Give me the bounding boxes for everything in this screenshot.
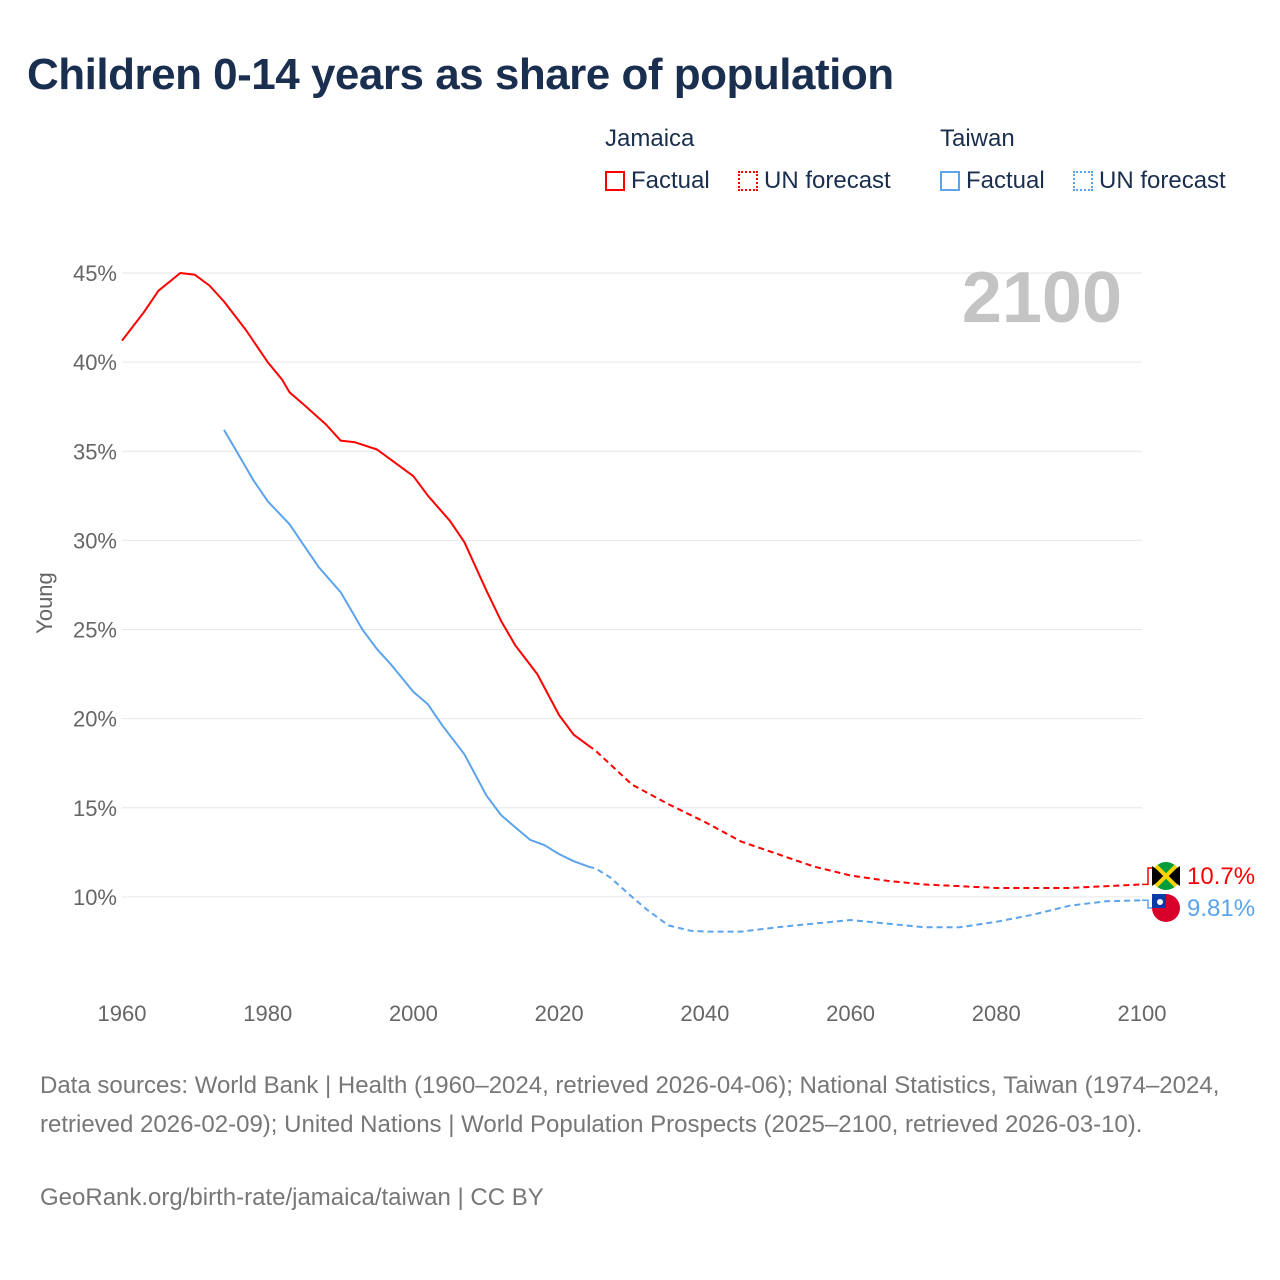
y-tick-label: 20% — [73, 707, 117, 732]
y-tick-label: 40% — [73, 350, 117, 375]
legend-label: UN forecast — [1099, 167, 1226, 194]
y-tick-label: 45% — [73, 261, 117, 286]
x-tick-label: 1960 — [98, 1001, 147, 1026]
series-line-taiwan-forecast — [588, 865, 1143, 933]
legend-taiwan-factual[interactable]: Factual — [940, 167, 1045, 195]
x-tick-label: 1980 — [243, 1001, 292, 1026]
series-line-taiwan-factual — [223, 429, 589, 868]
x-tick-label: 2000 — [389, 1001, 438, 1026]
legend-swatch-solid — [605, 171, 625, 191]
end-value-label-taiwan: 9.81% — [1187, 895, 1255, 922]
y-tick-label: 30% — [73, 528, 117, 553]
legend-label: Factual — [631, 167, 710, 194]
x-tick-label: 2040 — [680, 1001, 729, 1026]
legend-title-jamaica: Jamaica — [605, 125, 695, 152]
y-tick-label: 25% — [73, 618, 117, 643]
y-tick-label: 15% — [73, 796, 117, 821]
y-axis-label: Young — [32, 572, 57, 634]
legend-swatch-dotted — [738, 171, 758, 191]
x-tick-label: 2060 — [826, 1001, 875, 1026]
legend-swatch-solid — [940, 171, 960, 191]
legend-title-taiwan: Taiwan — [940, 125, 1015, 152]
jamaica-flag-saltire — [1154, 864, 1178, 888]
credit-link[interactable]: GeoRank.org/birth-rate/jamaica/taiwan | … — [40, 1184, 544, 1211]
legend-swatch-dotted — [1073, 171, 1093, 191]
y-tick-label: 35% — [73, 439, 117, 464]
x-tick-label: 2080 — [972, 1001, 1021, 1026]
series-line-jamaica-factual — [121, 272, 589, 747]
taiwan-flag-sun — [1157, 899, 1163, 905]
legend-label: UN forecast — [764, 167, 891, 194]
x-tick-label: 2020 — [535, 1001, 584, 1026]
year-label: 2100 — [962, 258, 1122, 338]
legend-taiwan-forecast[interactable]: UN forecast — [1073, 167, 1226, 195]
end-value-label-jamaica: 10.7% — [1187, 863, 1255, 890]
end-connector-jamaica — [1142, 867, 1152, 886]
x-tick-label: 2100 — [1118, 1001, 1167, 1026]
data-sources: Data sources: World Bank | Health (1960–… — [40, 1072, 1220, 1138]
chart-title: Children 0-14 years as share of populati… — [27, 50, 894, 99]
end-connector-taiwan — [1142, 899, 1152, 909]
legend-jamaica-forecast[interactable]: UN forecast — [738, 167, 891, 195]
legend-jamaica-factual[interactable]: Factual — [605, 167, 710, 195]
y-tick-label: 10% — [73, 885, 117, 910]
legend-label: Factual — [966, 167, 1045, 194]
series-line-jamaica-forecast — [587, 744, 1143, 889]
